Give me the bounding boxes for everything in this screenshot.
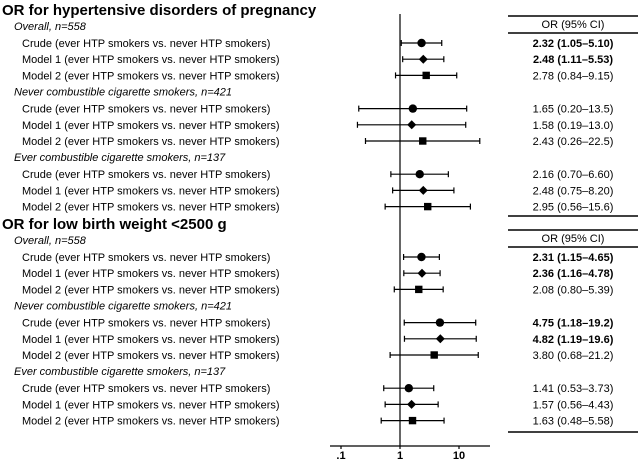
point-square [424,202,432,211]
row-label: Model 2 (ever HTP smokers vs. never HTP … [22,284,280,296]
row-label: Model 1 (ever HTP smokers vs. never HTP … [22,54,280,66]
point-circle [408,104,418,113]
or-ci-value: 2.08 (0.80–5.39) [533,284,614,296]
row-label: Model 1 (ever HTP smokers vs. never HTP … [22,185,280,197]
row-label: Model 2 (ever HTP smokers vs. never HTP … [22,416,280,428]
or-ci-value: 2.16 (0.70–6.60) [533,169,614,181]
or-ci-value: 1.41 (0.53–3.73) [533,383,614,395]
row-label: Model 2 (ever HTP smokers vs. never HTP … [22,136,280,148]
or-ci-value: 1.58 (0.19–13.0) [533,120,614,132]
point-diamond [418,54,428,64]
point-circle [417,252,426,262]
row-label: Crude (ever HTP smokers vs. never HTP sm… [22,318,270,330]
point-diamond [407,120,417,130]
group-label: Overall, n=558 [14,235,87,247]
row-label: Crude (ever HTP smokers vs. never HTP sm… [22,38,270,50]
group-label: Overall, n=558 [14,21,87,33]
point-diamond [407,399,417,409]
row-label: Crude (ever HTP smokers vs. never HTP sm… [22,169,270,181]
point-diamond [417,268,427,278]
or-ci-value: 2.48 (1.11–5.53) [533,54,613,66]
or-ci-value: 2.95 (0.56–15.6) [533,202,614,214]
or-ci-value: 4.75 (1.18–19.2) [533,318,614,330]
or-ci-value: 2.43 (0.26–22.5) [533,136,614,148]
group-label: Ever combustible cigarette smokers, n=13… [14,366,226,378]
point-diamond [418,185,428,195]
or-ci-value: 2.36 (1.16–4.78) [533,268,614,280]
row-label: Model 2 (ever HTP smokers vs. never HTP … [22,202,280,214]
table-header: OR (95% CI) [542,19,605,31]
row-label: Model 1 (ever HTP smokers vs. never HTP … [22,399,280,411]
or-ci-value: 1.57 (0.56–4.43) [533,399,614,411]
panel-title: OR for low birth weight <2500 g [2,216,227,233]
point-diamond [435,334,445,344]
row-label: Crude (ever HTP smokers vs. never HTP sm… [22,252,270,264]
x-tick-label: 10 [453,450,465,461]
or-ci-value: 1.63 (0.48–5.58) [533,416,614,428]
group-label: Ever combustible cigarette smokers, n=13… [14,152,226,164]
row-label: Crude (ever HTP smokers vs. never HTP sm… [22,383,270,395]
point-square [419,137,427,145]
or-ci-value: 4.82 (1.19–19.6) [533,334,614,346]
point-square [422,71,430,80]
row-label: Model 2 (ever HTP smokers vs. never HTP … [22,350,280,362]
panel-title: OR for hypertensive disorders of pregnan… [2,2,317,19]
point-square [408,416,417,425]
row-label: Model 1 (ever HTP smokers vs. never HTP … [22,268,280,280]
x-tick-label: .1 [336,450,345,461]
point-circle [435,318,445,327]
row-label: Crude (ever HTP smokers vs. never HTP sm… [22,104,270,116]
point-square [430,351,438,359]
row-label: Model 1 (ever HTP smokers vs. never HTP … [22,120,280,132]
group-label: Never combustible cigarette smokers, n=4… [14,87,232,99]
x-tick-label: 1 [397,450,403,461]
group-label: Never combustible cigarette smokers, n=4… [14,301,232,313]
or-ci-value: 3.80 (0.68–21.2) [533,350,614,362]
row-label: Model 1 (ever HTP smokers vs. never HTP … [22,334,280,346]
point-circle [404,384,414,393]
or-ci-value: 2.32 (1.05–5.10) [533,38,614,50]
or-ci-value: 2.78 (0.84–9.15) [533,70,614,82]
or-ci-value: 2.31 (1.15–4.65) [533,252,614,264]
point-square [415,285,423,294]
point-circle [417,38,426,48]
point-circle [415,170,424,179]
table-header: OR (95% CI) [542,233,605,245]
or-ci-value: 1.65 (0.20–13.5) [533,104,614,116]
row-label: Model 2 (ever HTP smokers vs. never HTP … [22,70,280,82]
or-ci-value: 2.48 (0.75–8.20) [533,185,614,197]
